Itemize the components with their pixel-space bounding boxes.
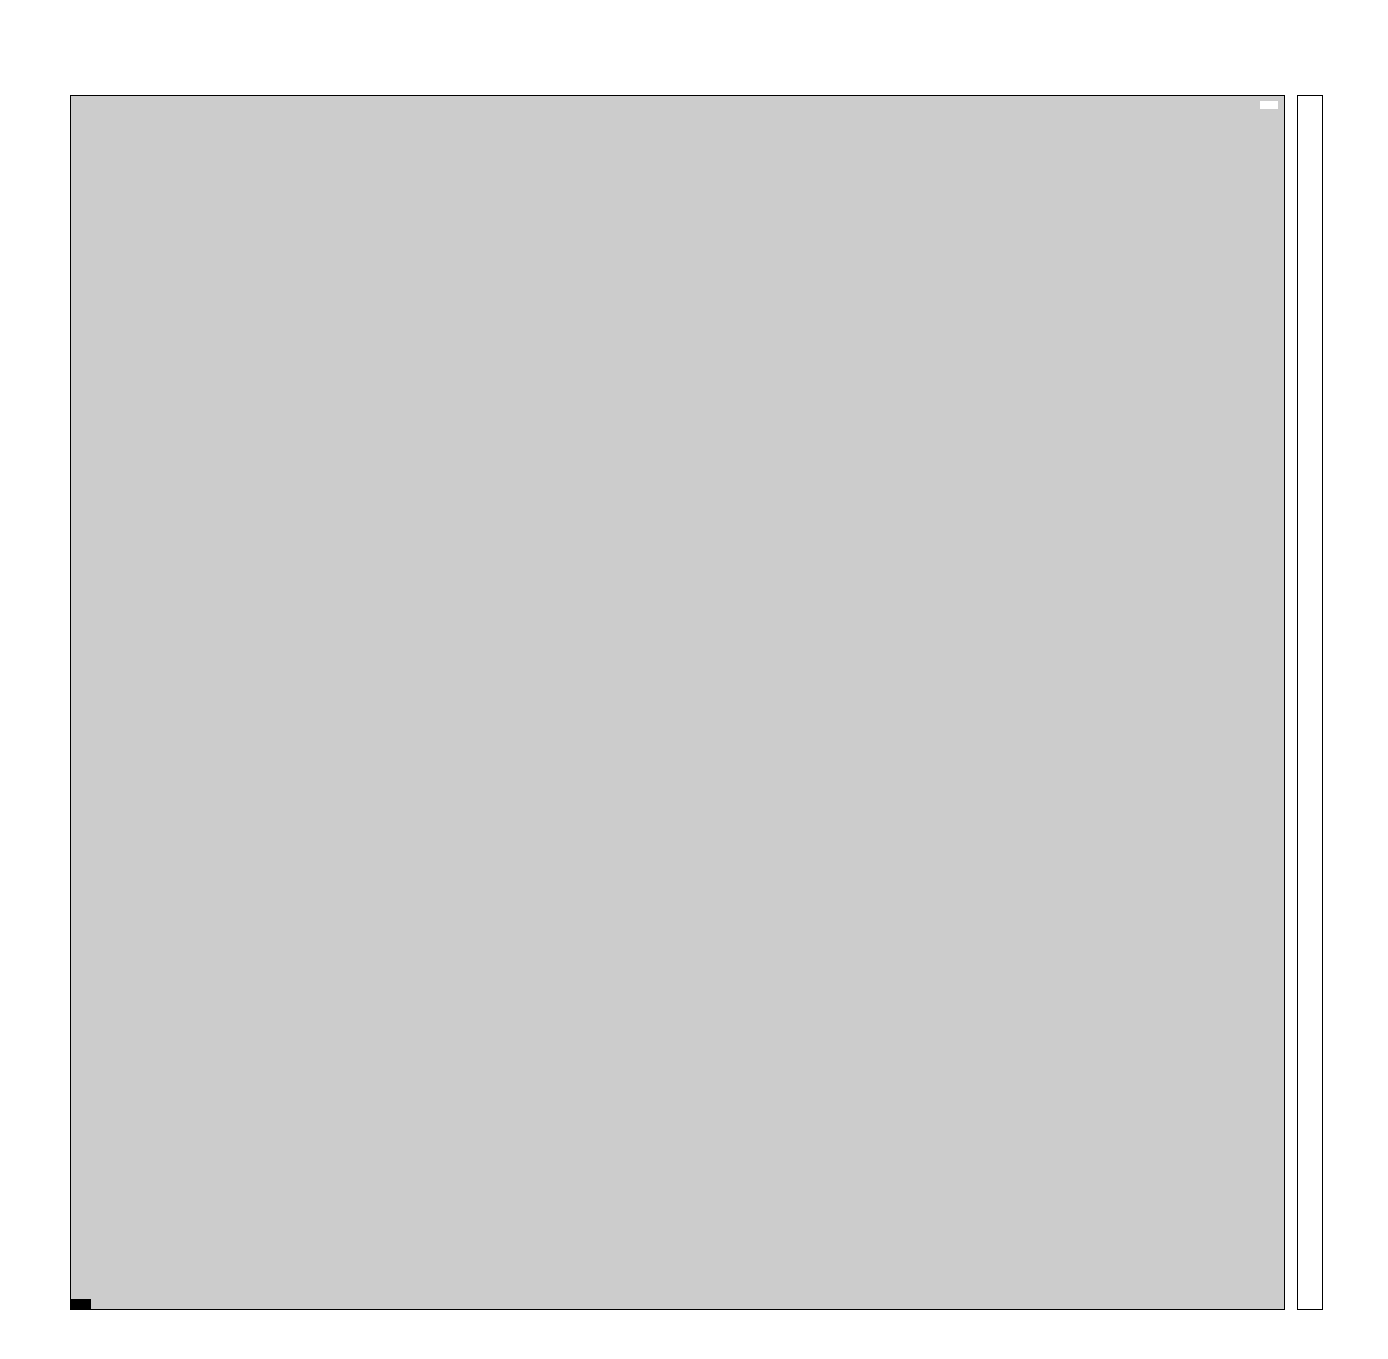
colorbar-canvas <box>1298 96 1322 1309</box>
eumetsat-credit-badge <box>1260 101 1278 109</box>
colorbar-axis <box>1324 95 1388 1310</box>
latitude-axis <box>0 95 70 1310</box>
satellite-map <box>70 95 1285 1310</box>
colorbar <box>1297 95 1323 1310</box>
longitude-axis <box>70 1311 1285 1357</box>
satellite-image-canvas <box>71 96 1284 1309</box>
copyright-badge <box>71 1299 91 1309</box>
